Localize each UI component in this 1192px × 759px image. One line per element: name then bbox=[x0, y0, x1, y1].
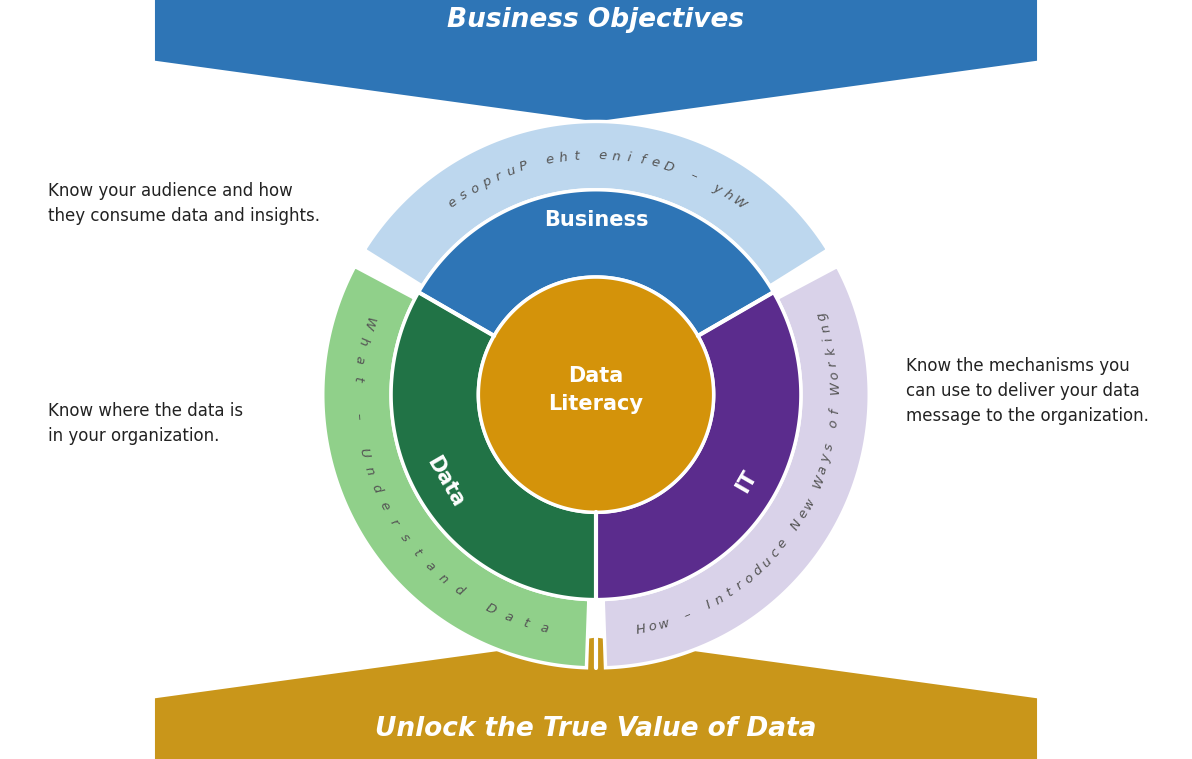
Text: Data
Literacy: Data Literacy bbox=[548, 366, 644, 414]
Polygon shape bbox=[155, 638, 1037, 759]
Text: t: t bbox=[724, 586, 735, 600]
Text: e: e bbox=[650, 156, 662, 171]
Text: a: a bbox=[353, 354, 366, 364]
Text: d: d bbox=[368, 483, 384, 496]
Text: –: – bbox=[682, 609, 693, 623]
Text: s: s bbox=[397, 531, 411, 544]
Text: I: I bbox=[704, 599, 714, 612]
Text: W: W bbox=[360, 315, 377, 331]
Text: r: r bbox=[733, 579, 746, 593]
Text: n: n bbox=[611, 150, 621, 163]
Text: h: h bbox=[558, 151, 567, 165]
Text: h: h bbox=[721, 187, 735, 203]
Text: n: n bbox=[436, 571, 451, 587]
Text: o: o bbox=[647, 619, 658, 635]
Text: o: o bbox=[468, 181, 482, 196]
Polygon shape bbox=[478, 277, 714, 512]
Text: o: o bbox=[826, 418, 840, 428]
Polygon shape bbox=[596, 292, 801, 600]
Text: y: y bbox=[710, 181, 724, 196]
Text: f: f bbox=[639, 153, 646, 167]
Text: p: p bbox=[480, 175, 493, 190]
Text: H: H bbox=[635, 622, 647, 637]
Text: D: D bbox=[484, 601, 498, 618]
Text: W: W bbox=[811, 473, 827, 490]
Text: Business Objectives: Business Objectives bbox=[447, 8, 745, 33]
Polygon shape bbox=[323, 266, 589, 668]
Text: t: t bbox=[522, 616, 530, 630]
Text: n: n bbox=[818, 322, 833, 334]
Text: e: e bbox=[795, 508, 811, 521]
Text: i: i bbox=[627, 151, 632, 165]
Text: t: t bbox=[350, 375, 364, 382]
Text: W: W bbox=[730, 194, 749, 213]
Text: c: c bbox=[768, 546, 782, 560]
Text: r: r bbox=[826, 360, 840, 367]
Text: y: y bbox=[819, 453, 833, 465]
Text: e: e bbox=[598, 149, 607, 162]
Text: a: a bbox=[815, 465, 831, 476]
Text: w: w bbox=[801, 496, 817, 512]
Text: –: – bbox=[688, 169, 699, 184]
Polygon shape bbox=[418, 190, 774, 335]
Text: Data: Data bbox=[423, 453, 467, 511]
Text: r: r bbox=[387, 517, 401, 528]
Polygon shape bbox=[365, 121, 827, 286]
Text: Unlock the True Value of Data: Unlock the True Value of Data bbox=[375, 716, 817, 742]
Text: u: u bbox=[505, 164, 517, 178]
Text: s: s bbox=[822, 442, 837, 452]
Text: u: u bbox=[759, 555, 775, 570]
Polygon shape bbox=[155, 0, 1037, 121]
Text: f: f bbox=[828, 408, 842, 414]
Text: e: e bbox=[446, 196, 460, 211]
Text: D: D bbox=[662, 159, 675, 175]
Text: o: o bbox=[827, 370, 842, 380]
Polygon shape bbox=[603, 266, 869, 668]
Text: d: d bbox=[452, 582, 466, 598]
Text: t: t bbox=[410, 546, 423, 559]
Text: a: a bbox=[502, 609, 514, 625]
Text: U: U bbox=[356, 447, 372, 459]
Text: g: g bbox=[814, 310, 830, 323]
Text: Business: Business bbox=[544, 210, 648, 231]
Text: s: s bbox=[458, 188, 470, 203]
Text: n: n bbox=[713, 592, 726, 607]
Text: t: t bbox=[573, 150, 579, 163]
Polygon shape bbox=[391, 292, 596, 600]
Text: d: d bbox=[751, 563, 765, 578]
Text: a: a bbox=[422, 559, 436, 574]
Text: k: k bbox=[824, 346, 838, 356]
Text: Know where the data is
in your organization.: Know where the data is in your organizat… bbox=[48, 402, 243, 446]
Text: n: n bbox=[362, 465, 377, 477]
Text: Know your audience and how
they consume data and insights.: Know your audience and how they consume … bbox=[48, 182, 319, 225]
Text: N: N bbox=[789, 517, 805, 532]
Text: P: P bbox=[519, 159, 529, 175]
Text: e: e bbox=[545, 153, 554, 167]
Text: IT: IT bbox=[733, 468, 760, 496]
Text: Know the mechanisms you
can use to deliver your data
message to the organization: Know the mechanisms you can use to deliv… bbox=[906, 357, 1149, 425]
Text: h: h bbox=[355, 335, 371, 347]
Text: e: e bbox=[775, 537, 790, 551]
Text: e: e bbox=[377, 499, 392, 512]
Text: –: – bbox=[352, 412, 365, 420]
Text: r: r bbox=[493, 169, 504, 184]
Text: a: a bbox=[539, 621, 550, 635]
Text: i: i bbox=[822, 336, 836, 343]
Text: o: o bbox=[741, 571, 756, 586]
Text: W: W bbox=[828, 380, 842, 394]
Text: w: w bbox=[658, 616, 671, 631]
